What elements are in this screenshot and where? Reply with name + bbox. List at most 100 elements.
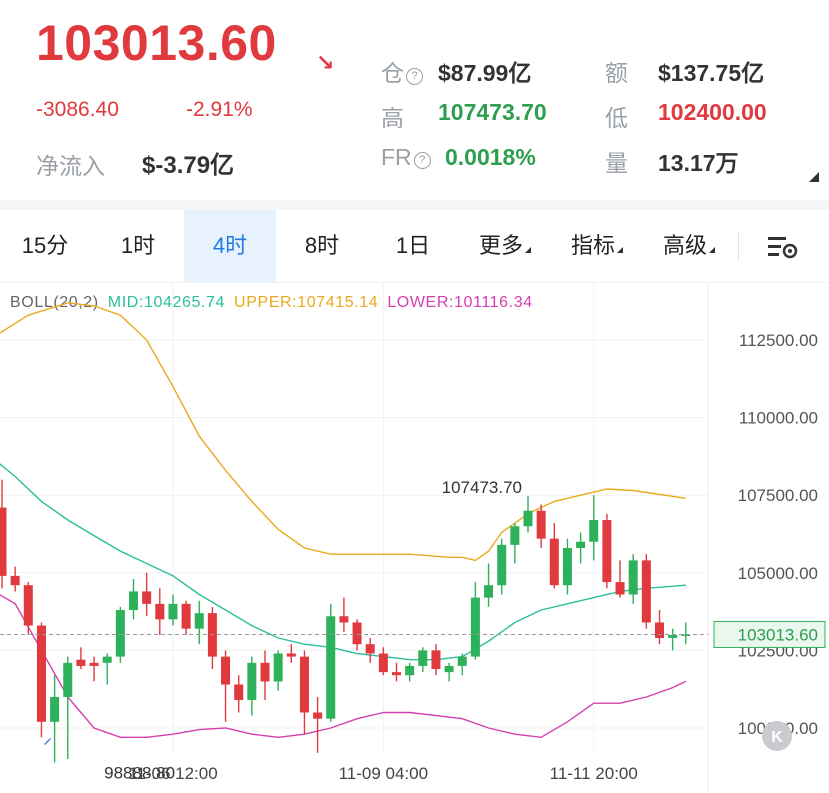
tab-1d[interactable]: 1日 — [395, 233, 431, 258]
chart-annotations: 107473.70 98888.80 — [0, 478, 708, 782]
candle-body — [510, 526, 520, 545]
legend-lower: LOWER:101116.34 — [387, 294, 533, 311]
candle-body — [299, 656, 309, 713]
candle-body — [194, 613, 204, 629]
caret-icon — [709, 247, 715, 253]
caret-icon — [525, 247, 531, 253]
candle-body — [484, 585, 494, 598]
candle-body — [681, 634, 691, 636]
low-annotation-arrow — [44, 737, 52, 746]
candle-body — [142, 591, 152, 604]
stat-label-volume: 量 — [605, 150, 628, 176]
legend-upper: UPPER:107415.14 — [234, 294, 379, 311]
candle-body — [549, 538, 559, 586]
candle-body — [562, 547, 572, 586]
band-mid — [0, 463, 686, 661]
tab-more[interactable]: 更多 — [460, 210, 550, 282]
candle-body — [339, 616, 349, 623]
candle-body — [50, 696, 60, 722]
candle-body — [155, 603, 165, 620]
boll-legend: BOLL(20,2) MID:104265.74 UPPER:107415.14… — [10, 294, 533, 312]
candle-body — [286, 653, 296, 657]
candle-body — [0, 507, 7, 576]
help-icon[interactable]: ? — [413, 152, 431, 169]
stat-label-open-interest: 仓? — [381, 54, 423, 88]
stat-value-turnover: $137.75亿 — [658, 60, 765, 86]
stat-value-open-interest: $87.99亿 — [438, 60, 532, 86]
candle-body — [470, 597, 480, 657]
x-tick-label: 11-11 20:00 — [550, 764, 638, 783]
legend-name: BOLL(20,2) — [10, 294, 99, 311]
candle-body — [326, 616, 336, 719]
tab-advanced[interactable]: 高级 — [644, 210, 734, 282]
help-icon[interactable]: ? — [406, 68, 423, 85]
expand-corner-icon[interactable] — [809, 172, 819, 182]
tab-indicators[interactable]: 指标 — [552, 210, 642, 282]
tab-8h[interactable]: 8时 — [304, 233, 340, 258]
stat-label-turnover: 额 — [605, 60, 628, 86]
x-axis: 11-06 12:00 11-09 04:00 11-11 20:00 — [128, 764, 638, 783]
high-annotation: 107473.70 — [442, 478, 522, 497]
candle-body — [497, 544, 507, 586]
candle-body — [576, 541, 586, 548]
candle-body — [273, 653, 283, 682]
tab-divider — [738, 232, 739, 260]
candle-body — [10, 575, 20, 586]
candle-body — [589, 520, 599, 542]
candle-body — [365, 644, 375, 654]
y-axis: 112500.00110000.00107500.00105000.001025… — [713, 331, 826, 738]
candle-body — [418, 650, 428, 666]
stat-value-high: 107473.70 — [438, 99, 547, 125]
stat-label-low: 低 — [605, 105, 628, 131]
candle-body — [405, 665, 415, 676]
ticker-header: 103013.60 ↘ -3086.40 -2.91% 净流入 $-3.79亿 … — [0, 0, 829, 200]
net-inflow-label: 净流入 — [36, 153, 105, 179]
candle-body — [89, 662, 99, 666]
caret-icon — [617, 247, 623, 253]
candle-body — [628, 560, 638, 595]
candle-body — [457, 656, 467, 666]
candle-body — [536, 510, 546, 539]
candlestick-chart[interactable]: 107473.70 98888.80 112500.00 110000.00 1075… — [0, 283, 829, 793]
tab-15min[interactable]: 15分 — [21, 233, 69, 258]
grid-lines — [0, 283, 709, 793]
y-tick-label: 110000.00 — [739, 409, 818, 428]
candle-body — [247, 662, 257, 701]
legend-mid: MID:104265.74 — [107, 294, 225, 311]
stat-label-funding-rate: FR? — [381, 144, 431, 171]
candle-body — [378, 653, 388, 673]
last-price-tag-label: 103013.60 — [738, 625, 818, 644]
k-button[interactable]: K — [762, 721, 792, 751]
tab-4h[interactable]: 4时 — [184, 210, 276, 282]
band-upper — [0, 302, 686, 562]
x-tick-label: 11-06 12:00 — [128, 764, 217, 783]
tab-1h[interactable]: 1时 — [120, 233, 156, 258]
candle-body — [313, 712, 323, 719]
candle-body — [352, 622, 362, 645]
stat-label-high: 高 — [381, 105, 404, 131]
net-inflow-value: $-3.79亿 — [142, 152, 235, 179]
low-annotation: 98888.80 — [104, 763, 175, 782]
y-tick-label: 112500.00 — [739, 331, 818, 350]
interval-tabs: 15分 1时 4时 8时 1日 更多 指标 高级 — [0, 210, 829, 283]
y-tick-label: 107500.00 — [738, 486, 818, 505]
candle-body — [181, 603, 191, 629]
candle-body — [615, 582, 625, 595]
candle-body — [36, 625, 46, 722]
candle-body — [602, 520, 612, 583]
candle-body — [102, 656, 112, 663]
price-change-percent: -2.91% — [186, 98, 253, 121]
candle-body — [76, 659, 86, 666]
candle-body — [655, 622, 664, 638]
last-price: 103013.60 — [36, 15, 277, 71]
section-divider — [0, 200, 829, 210]
candle-body — [668, 634, 678, 638]
stat-value-volume: 13.17万 — [658, 150, 739, 176]
chart-settings-icon[interactable] — [766, 234, 800, 260]
candle-body — [115, 610, 125, 657]
candle-body — [392, 672, 401, 676]
boll-bands — [0, 302, 687, 739]
candle-body — [523, 510, 533, 527]
candle-body — [129, 591, 138, 611]
candle-body — [221, 656, 231, 685]
